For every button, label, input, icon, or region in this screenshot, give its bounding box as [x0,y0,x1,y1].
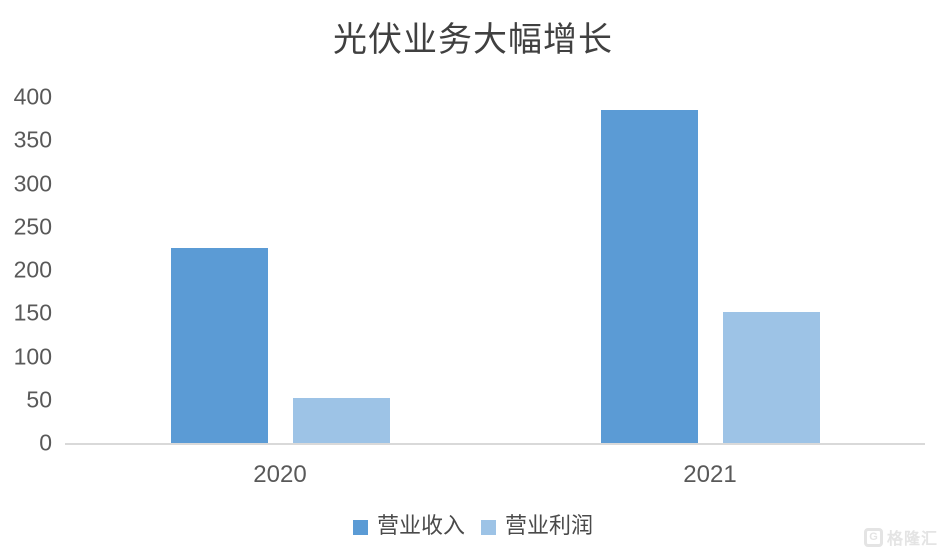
y-axis-tick-label: 400 [13,83,52,110]
bar-series1-2020 [170,247,268,443]
legend-label: 营业利润 [505,514,594,539]
y-axis-tick-label: 200 [13,256,52,283]
legend: 营业收入 营业利润 [0,516,946,538]
legend-swatch [352,519,368,535]
legend-item: 营业利润 [481,516,593,538]
gelonghui-logo-icon: G [863,527,883,547]
bar-series2-2021 [722,311,820,443]
x-axis-label: 2021 [683,461,737,488]
y-axis-tick-label: 350 [13,126,52,153]
y-axis-tick-label: 50 [26,386,52,413]
y-axis-tick-label: 300 [13,170,52,196]
y-axis-tick-label: 250 [13,213,52,240]
y-axis-tick-label: 100 [13,343,52,369]
chart-title: 光伏业务大幅增长 [333,20,613,60]
bar-series1-2021 [600,109,698,443]
gelonghui-watermark: G 格隆汇 [863,525,938,549]
x-axis-label: 2020 [253,461,307,488]
y-axis-tick-label: 0 [39,429,52,456]
legend-label: 营业收入 [376,514,465,539]
legend-swatch [481,519,496,535]
legend-item: 营业收入 [352,514,465,539]
bar-series2-2020 [292,398,390,443]
y-axis-tick-label: 150 [13,299,52,326]
watermark-text: 格隆汇 [886,531,938,548]
x-axis-baseline [65,443,925,445]
